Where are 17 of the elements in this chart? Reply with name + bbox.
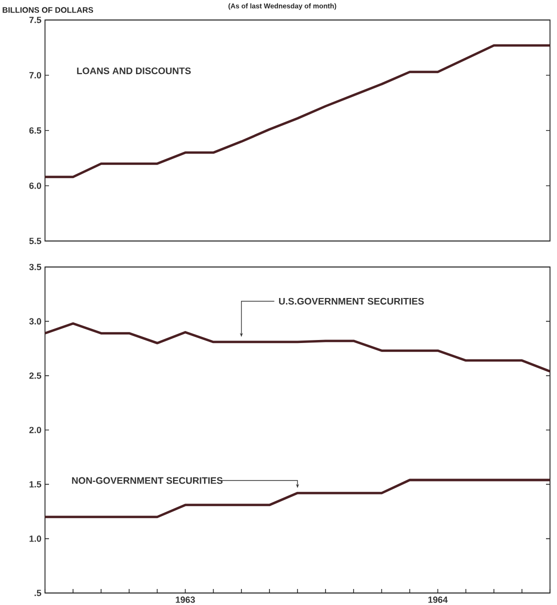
y-tick-label: 6.5 (29, 127, 42, 134)
x-tick-label: 1963 (176, 596, 195, 603)
y-tick-label: 3.0 (29, 318, 42, 325)
text: LOANS AND DISCOUNTS (77, 67, 191, 74)
y-tick-label: 1.0 (30, 535, 42, 542)
y-tick-label: 6.0 (29, 182, 42, 189)
y-tick-label: 7.0 (29, 72, 42, 78)
y-tick-label: 1.5 (30, 481, 42, 488)
y-tick-label: .5 (34, 590, 42, 596)
y-tick-label: 3.5 (29, 264, 42, 270)
y-tick-label: 2.0 (29, 426, 42, 434)
x-tick-label: 1964 (428, 596, 448, 603)
y-tick-label: 2.5 (29, 372, 42, 379)
text: U.S.GOVERNMENT SECURITIES (279, 298, 424, 305)
y-tick-label: 7.5 (29, 16, 42, 24)
y-tick-label: 5.5 (29, 238, 42, 244)
text: NON-GOVERNMENT SECURITIES (72, 477, 223, 484)
